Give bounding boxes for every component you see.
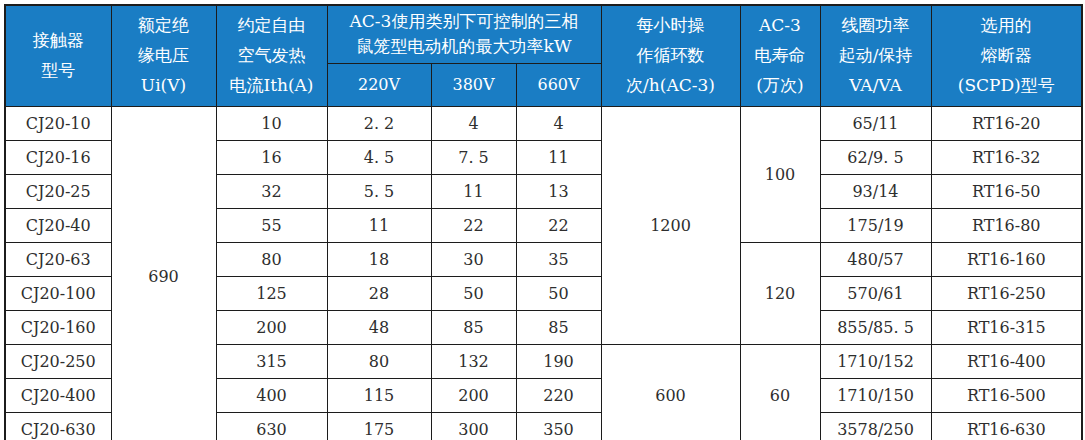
table-header: 接触器 型号 额定绝 缘电压 Ui(V) 约定自由 空气发热 电流Ith(A) … <box>5 5 1082 106</box>
cell-coil-power: 1710/150 <box>820 378 931 412</box>
cell-life: 120 <box>740 242 820 344</box>
cell-model: CJ20-160 <box>5 310 111 344</box>
header-row-1: 接触器 型号 额定绝 缘电压 Ui(V) 约定自由 空气发热 电流Ith(A) … <box>5 5 1082 63</box>
cell-fuse: RT16-315 <box>931 310 1082 344</box>
cell-power-380v: 50 <box>431 276 516 310</box>
cell-power-380v: 30 <box>431 242 516 276</box>
cell-coil-power: 65/11 <box>820 106 931 140</box>
cell-model: CJ20-40 <box>5 208 111 242</box>
cell-cycles: 1200 <box>601 106 740 344</box>
cell-model: CJ20-63 <box>5 242 111 276</box>
cell-ui-voltage: 690 <box>111 106 216 440</box>
cell-model: CJ20-630 <box>5 412 111 440</box>
cell-ith: 32 <box>216 174 327 208</box>
contactor-spec-table: 接触器 型号 额定绝 缘电压 Ui(V) 约定自由 空气发热 电流Ith(A) … <box>4 4 1083 440</box>
cell-power-380v: 7. 5 <box>431 140 516 174</box>
page: 接触器 型号 额定绝 缘电压 Ui(V) 约定自由 空气发热 电流Ith(A) … <box>0 0 1085 440</box>
cell-coil-power: 62/9. 5 <box>820 140 931 174</box>
cell-power-220v: 5. 5 <box>327 174 431 208</box>
cell-power-220v: 175 <box>327 412 431 440</box>
cell-ith: 16 <box>216 140 327 174</box>
header-380v: 380V <box>431 63 516 106</box>
cell-power-660v: 220 <box>516 378 601 412</box>
cell-ith: 400 <box>216 378 327 412</box>
cell-ith: 200 <box>216 310 327 344</box>
cell-power-660v: 350 <box>516 412 601 440</box>
cell-coil-power: 855/85. 5 <box>820 310 931 344</box>
header-contactor-model: 接触器 型号 <box>5 5 111 106</box>
cell-power-220v: 2. 2 <box>327 106 431 140</box>
cell-power-380v: 132 <box>431 344 516 378</box>
cell-power-660v: 13 <box>516 174 601 208</box>
header-coil-power: 线圈功率 起动/保持 VA/VA <box>820 5 931 106</box>
cell-power-660v: 22 <box>516 208 601 242</box>
cell-model: CJ20-16 <box>5 140 111 174</box>
cell-fuse: RT16-500 <box>931 378 1082 412</box>
cell-coil-power: 1710/152 <box>820 344 931 378</box>
cell-power-380v: 85 <box>431 310 516 344</box>
cell-power-380v: 22 <box>431 208 516 242</box>
cell-power-220v: 28 <box>327 276 431 310</box>
cell-coil-power: 93/14 <box>820 174 931 208</box>
cell-ith: 315 <box>216 344 327 378</box>
cell-life: 100 <box>740 106 820 242</box>
cell-power-660v: 85 <box>516 310 601 344</box>
cell-power-380v: 200 <box>431 378 516 412</box>
table-row: CJ20-10 690 10 2. 2 4 4 1200 100 65/11 R… <box>5 106 1082 140</box>
cell-fuse: RT16-630 <box>931 412 1082 440</box>
cell-power-660v: 50 <box>516 276 601 310</box>
header-max-power-group: AC-3使用类别下可控制的三相 鼠笼型电动机的最大功率kW <box>327 5 601 63</box>
table-body: CJ20-10 690 10 2. 2 4 4 1200 100 65/11 R… <box>5 106 1082 440</box>
cell-power-660v: 11 <box>516 140 601 174</box>
header-electrical-life: AC-3 电寿命 (万次) <box>740 5 820 106</box>
cell-power-220v: 48 <box>327 310 431 344</box>
cell-coil-power: 570/61 <box>820 276 931 310</box>
header-220v: 220V <box>327 63 431 106</box>
cell-power-380v: 11 <box>431 174 516 208</box>
cell-ith: 55 <box>216 208 327 242</box>
cell-fuse: RT16-20 <box>931 106 1082 140</box>
cell-ith: 630 <box>216 412 327 440</box>
cell-power-220v: 115 <box>327 378 431 412</box>
header-cycles-per-hour: 每小时操 作循环数 次/h(AC-3) <box>601 5 740 106</box>
cell-coil-power: 480/57 <box>820 242 931 276</box>
cell-power-220v: 11 <box>327 208 431 242</box>
cell-life: 60 <box>740 344 820 440</box>
cell-power-220v: 80 <box>327 344 431 378</box>
cell-fuse: RT16-32 <box>931 140 1082 174</box>
cell-model: CJ20-400 <box>5 378 111 412</box>
header-fuse-type: 选用的 熔断器 (SCPD)型号 <box>931 5 1082 106</box>
cell-model: CJ20-10 <box>5 106 111 140</box>
cell-fuse: RT16-80 <box>931 208 1082 242</box>
cell-model: CJ20-250 <box>5 344 111 378</box>
cell-model: CJ20-25 <box>5 174 111 208</box>
cell-power-660v: 190 <box>516 344 601 378</box>
cell-cycles: 600 <box>601 344 740 440</box>
cell-ith: 10 <box>216 106 327 140</box>
cell-power-380v: 4 <box>431 106 516 140</box>
header-insulation-voltage: 额定绝 缘电压 Ui(V) <box>111 5 216 106</box>
cell-fuse: RT16-50 <box>931 174 1082 208</box>
cell-power-380v: 300 <box>431 412 516 440</box>
cell-ith: 125 <box>216 276 327 310</box>
header-660v: 660V <box>516 63 601 106</box>
cell-fuse: RT16-160 <box>931 242 1082 276</box>
cell-power-220v: 18 <box>327 242 431 276</box>
cell-ith: 80 <box>216 242 327 276</box>
cell-fuse: RT16-400 <box>931 344 1082 378</box>
cell-power-660v: 35 <box>516 242 601 276</box>
cell-power-220v: 4. 5 <box>327 140 431 174</box>
cell-power-660v: 4 <box>516 106 601 140</box>
cell-model: CJ20-100 <box>5 276 111 310</box>
cell-coil-power: 175/19 <box>820 208 931 242</box>
header-thermal-current: 约定自由 空气发热 电流Ith(A) <box>216 5 327 106</box>
cell-coil-power: 3578/250 <box>820 412 931 440</box>
cell-fuse: RT16-250 <box>931 276 1082 310</box>
